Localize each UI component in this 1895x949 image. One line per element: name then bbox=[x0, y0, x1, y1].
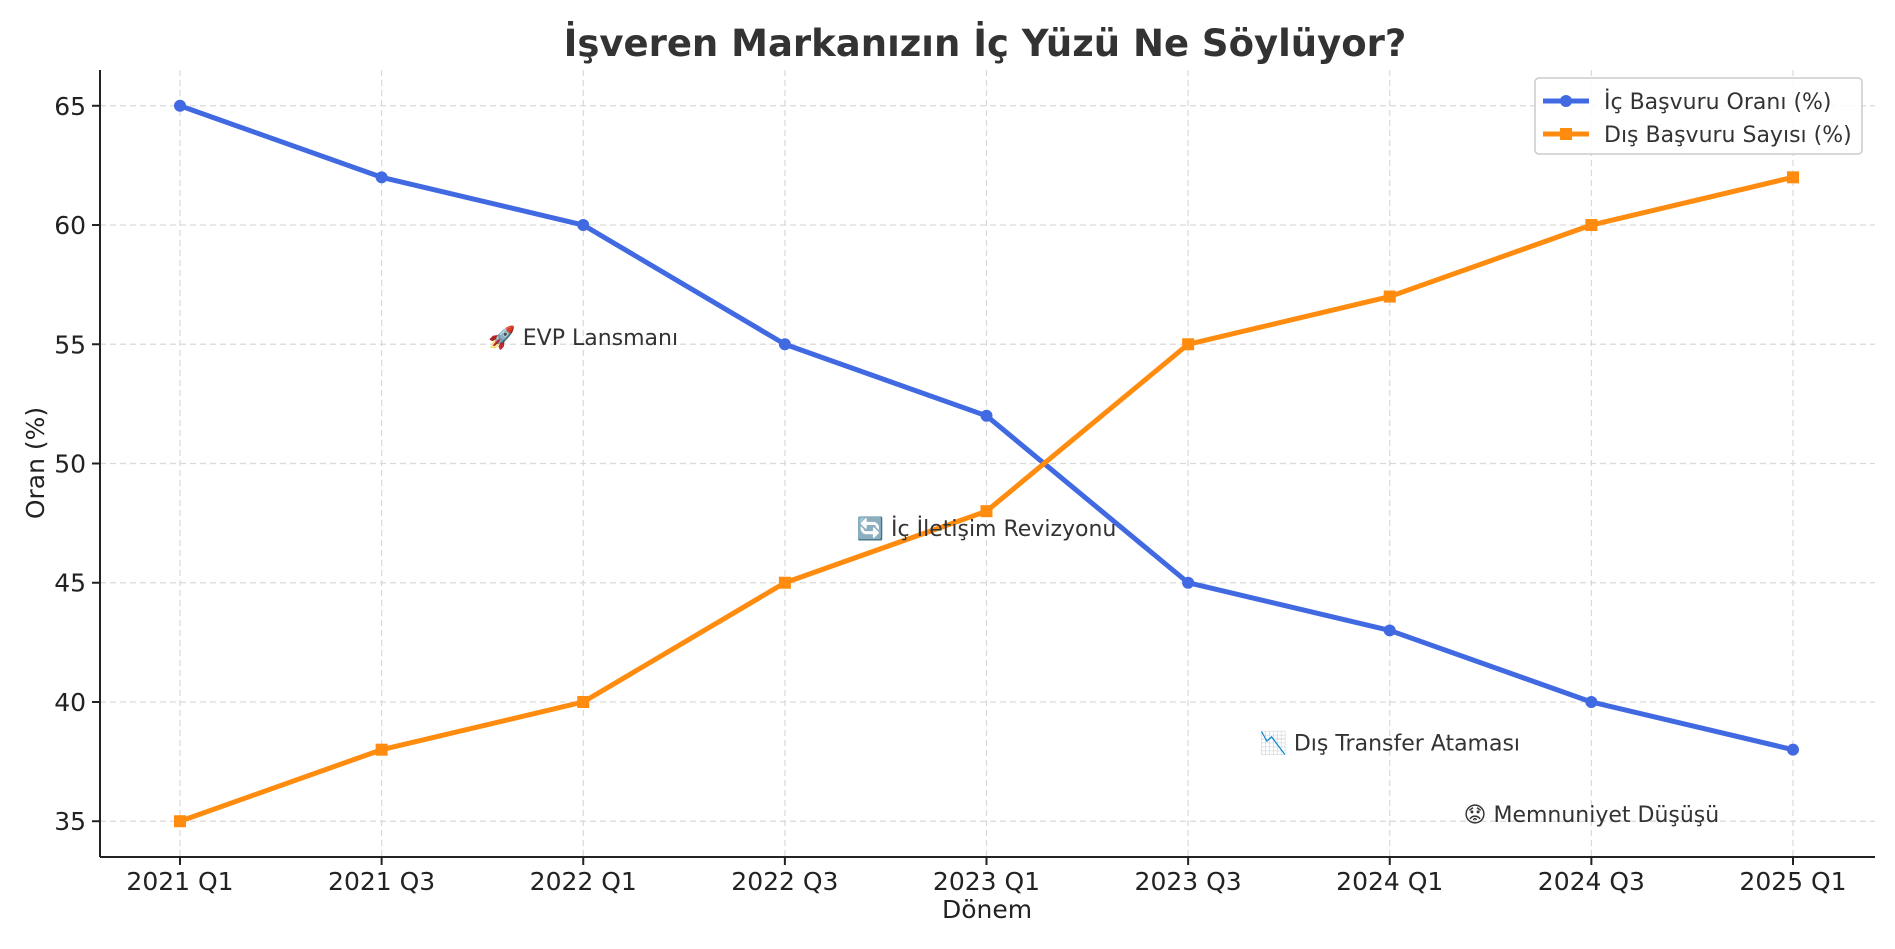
x-tick-label: 2024 Q3 bbox=[1538, 867, 1645, 896]
x-axis-label: Dönem bbox=[942, 895, 1032, 924]
x-tick-label: 2021 Q3 bbox=[328, 867, 435, 896]
tick-labels: 35 40 45 50 55 60 65 2021 Q1 2021 Q3 2022 Q1 2022 … bbox=[54, 92, 1846, 896]
data-point bbox=[375, 743, 388, 756]
data-point bbox=[1585, 695, 1598, 708]
x-tick-label: 2023 Q1 bbox=[933, 867, 1040, 896]
legend-swatch-marker bbox=[1560, 95, 1572, 107]
legend-label: Dış Başvuru Sayısı (%) bbox=[1604, 123, 1852, 148]
data-point bbox=[980, 505, 993, 518]
data-point bbox=[174, 815, 186, 828]
series-1 bbox=[174, 99, 1799, 756]
legend-swatch-marker bbox=[1560, 128, 1572, 140]
x-tick-label: 2024 Q1 bbox=[1336, 867, 1443, 896]
y-tick-label: 60 bbox=[54, 211, 86, 240]
data-point bbox=[778, 576, 791, 589]
legend-box bbox=[1534, 77, 1863, 155]
data-point bbox=[174, 99, 186, 112]
series bbox=[174, 99, 1799, 828]
x-tick-label: 2025 Q1 bbox=[1739, 867, 1846, 896]
series-2 bbox=[174, 171, 1799, 828]
annotation-label: 📉 Dış Transfer Ataması bbox=[1259, 731, 1520, 757]
data-point bbox=[1787, 743, 1799, 756]
x-tick-label: 2022 Q3 bbox=[731, 867, 838, 896]
y-tick-label: 45 bbox=[54, 569, 86, 598]
legend: İç Başvuru Oranı (%) Dış Başvuru Sayısı (… bbox=[1534, 77, 1863, 155]
data-point bbox=[1383, 624, 1396, 637]
y-tick-label: 55 bbox=[54, 330, 86, 359]
x-tick-label: 2023 Q3 bbox=[1135, 867, 1242, 896]
legend-item: İç Başvuru Oranı (%) bbox=[1543, 89, 1832, 115]
legend-item: Dış Başvuru Sayısı (%) bbox=[1543, 123, 1852, 148]
annotation-label: 😟 Memnuniyet Düşüşü bbox=[1464, 803, 1720, 828]
y-tick-label: 35 bbox=[54, 807, 86, 836]
y-tick-label: 65 bbox=[54, 92, 86, 121]
y-axis-label: Oran (%) bbox=[21, 407, 50, 519]
data-point bbox=[577, 695, 590, 708]
data-point bbox=[1182, 576, 1195, 589]
y-tick-label: 40 bbox=[54, 688, 86, 717]
chart-title: İşveren Markanızın İç Yüzü Ne Söylüyor? bbox=[564, 21, 1407, 65]
x-tick-label: 2021 Q1 bbox=[126, 867, 233, 896]
y-tick-label: 50 bbox=[54, 450, 86, 479]
legend-label: İç Başvuru Oranı (%) bbox=[1604, 89, 1832, 115]
gridlines bbox=[100, 70, 1875, 857]
annotations: 🚀 EVP Lansmanı 🔄 İç İletişim Revizyonu 📉 D… bbox=[488, 325, 1719, 828]
data-point bbox=[1182, 338, 1195, 351]
data-point bbox=[1787, 171, 1799, 184]
data-point bbox=[577, 219, 590, 232]
data-point bbox=[980, 409, 993, 422]
annotation-label: 🔄 İç İletişim Revizyonu bbox=[857, 516, 1117, 542]
data-point bbox=[1383, 290, 1396, 303]
axes bbox=[99, 70, 1875, 858]
data-point bbox=[1585, 219, 1598, 232]
annotation-label: 🚀 EVP Lansmanı bbox=[488, 325, 678, 351]
data-point bbox=[778, 338, 791, 351]
x-tick-label: 2022 Q1 bbox=[530, 867, 637, 896]
data-point bbox=[375, 171, 388, 184]
